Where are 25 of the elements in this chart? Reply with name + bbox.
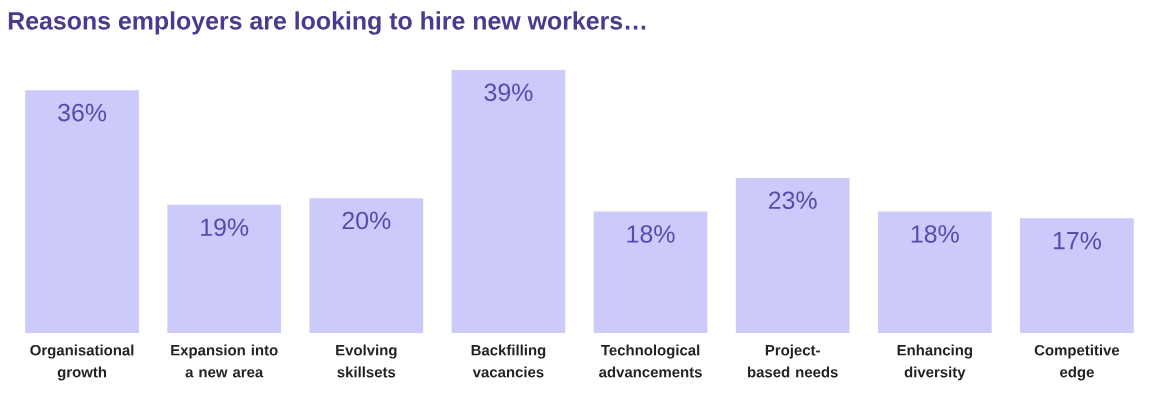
bar	[167, 204, 282, 333]
data-label: 36%	[58, 103, 107, 122]
data-label: 20%	[342, 211, 391, 230]
chart-title: Reasons employers are looking to hire new workers…	[8, 11, 646, 35]
data-label: 17%	[1053, 231, 1101, 250]
x-tick-label: Enhancing diversity	[897, 344, 972, 381]
bar	[735, 177, 850, 333]
x-tick-label: Technological advancements	[599, 344, 702, 378]
x-tick-label: Organisational growth	[30, 344, 134, 381]
data-label: 18%	[627, 225, 675, 243]
data-label: 18%	[911, 225, 959, 243]
bar	[593, 211, 708, 333]
x-tick-label: Evolving skillsets	[336, 344, 397, 378]
data-label: 23%	[769, 191, 817, 210]
bar	[25, 90, 139, 333]
bar	[309, 198, 424, 333]
data-label: 39%	[484, 83, 533, 102]
x-tick-label: Backfilling vacancies	[471, 344, 546, 378]
bar	[1020, 218, 1134, 333]
x-tick-label: Competitive edge	[1034, 344, 1120, 381]
x-tick-label: Project-based needs	[747, 344, 838, 378]
bar	[877, 211, 992, 333]
x-tick-label: Expansion into a new area	[171, 344, 278, 378]
data-label: 19%	[201, 218, 249, 237]
bar	[451, 70, 566, 333]
